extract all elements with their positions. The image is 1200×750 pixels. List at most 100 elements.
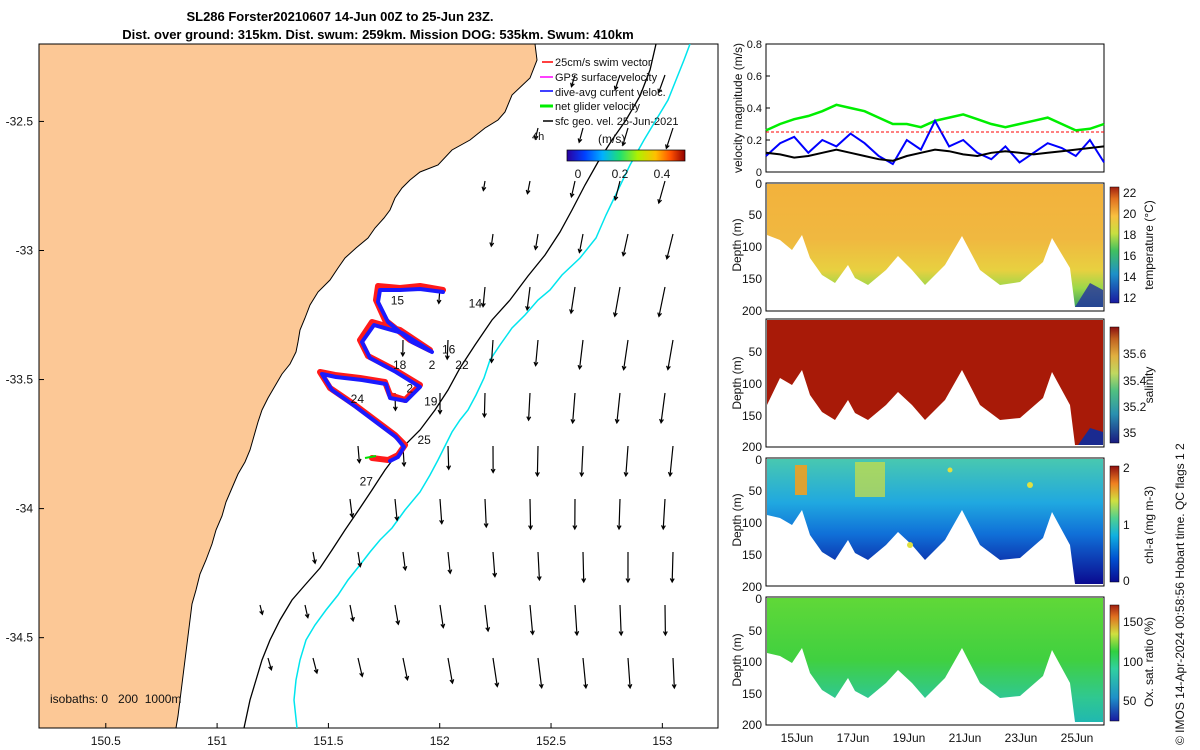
- geo-arrow-21: [612, 286, 621, 318]
- map-legend: 25cm/s swim vector GPS surface velocity …: [532, 57, 686, 181]
- velocity-panel: 0 0.2 0.4 0.6 0.8 velocity magnitude (m/s): [731, 39, 1105, 179]
- geo-arrow-9: [569, 180, 576, 199]
- temp-cb-22: 22: [1123, 186, 1137, 200]
- geo-arrow-56: [447, 551, 453, 575]
- map-colorbar: [566, 149, 686, 162]
- geo-arrow-29: [666, 339, 674, 371]
- day-label-8: 24: [351, 392, 365, 406]
- chl-cb-0: 0: [1123, 574, 1130, 588]
- geo-arrow-45: [349, 498, 355, 519]
- map-ytick-label-3: -34: [16, 502, 34, 516]
- isobath-1000: [293, 44, 691, 728]
- temperature-label: temperature (°C): [1142, 200, 1156, 290]
- geo-arrow-76: [447, 657, 455, 685]
- chl-depth-150: 150: [742, 548, 762, 562]
- geo-arrow-54: [357, 551, 363, 568]
- geo-arrow-36: [659, 392, 666, 424]
- geo-arrow-6: [665, 127, 674, 150]
- salinity-panel: 35.6 35.4 35.2 35 salinity Depth (m) 50 …: [730, 318, 1156, 454]
- ox-depth-100: 100: [742, 655, 762, 669]
- chl-colorbar: [1109, 465, 1120, 583]
- geo-arrow-80: [627, 657, 633, 690]
- title-line-1: SL286 Forster20210607 14-Jun 00Z to 25-J…: [186, 9, 493, 24]
- geo-arrow-11: [657, 180, 666, 205]
- imos-credit: © IMOS 14-Apr-2024 00:58:56 Hobart time.…: [1173, 443, 1187, 745]
- chl-cb-2: 2: [1123, 461, 1130, 475]
- geo-arrow-23: [400, 339, 406, 358]
- geo-arrow-59: [581, 551, 587, 584]
- time-tick-23Jun: 23Jun: [1005, 731, 1038, 745]
- vel-ytick-label-3: 0.6: [747, 71, 762, 83]
- time-tick-21Jun: 21Jun: [949, 731, 982, 745]
- sal-depth-200: 200: [742, 440, 762, 454]
- geo-arrow-41: [534, 445, 540, 478]
- temp-depth-50: 50: [749, 208, 763, 222]
- oxygen-colorbar: [1109, 604, 1120, 722]
- salinity-ylabel: Depth (m): [730, 356, 744, 409]
- geo-arrow-2: [657, 74, 666, 94]
- salinity-label: salinity: [1142, 367, 1156, 404]
- salinity-section: [767, 320, 1103, 445]
- geo-arrow-46: [394, 498, 400, 522]
- velocity-series-1: [765, 118, 1105, 166]
- vel-ytick-label-0: 0: [756, 167, 762, 179]
- salinity-colorbar: [1109, 326, 1120, 444]
- vel-ytick-label-1: 0.2: [747, 135, 762, 147]
- geo-arrow-24: [444, 339, 450, 361]
- title-line-2: Dist. over ground: 315km. Dist. swum: 25…: [122, 27, 634, 42]
- day-label-2: 16: [442, 343, 456, 357]
- geo-arrow-42: [579, 445, 585, 478]
- chl-section: [767, 459, 1103, 584]
- isobath-200: [243, 44, 657, 728]
- day-label-6: 2: [406, 381, 413, 395]
- geo-arrow-31: [437, 393, 443, 415]
- map-xtick-label-4: 152.5: [536, 734, 566, 748]
- geo-arrow-70: [618, 604, 624, 637]
- geo-arrow-57: [492, 551, 498, 578]
- ox-depth-200: 200: [742, 718, 762, 732]
- temp-cb-20: 20: [1123, 207, 1137, 221]
- ox-cb-150: 150: [1123, 615, 1143, 629]
- geo-arrow-28: [621, 339, 629, 371]
- geo-arrow-32: [482, 392, 487, 419]
- geo-arrow-5: [621, 127, 629, 147]
- time-tick-25Jun: 25Jun: [1061, 731, 1094, 745]
- geo-arrow-66: [439, 604, 446, 629]
- geo-arrow-78: [537, 657, 544, 690]
- time-tick-15Jun: 15Jun: [781, 731, 814, 745]
- day-label-3: 18: [393, 358, 407, 372]
- temp-depth-200: 200: [742, 304, 762, 318]
- geo-arrow-51: [616, 498, 622, 531]
- sal-cb-35.2: 35.2: [1123, 400, 1147, 414]
- sal-depth-50: 50: [749, 345, 763, 359]
- temp-depth-0: 0: [755, 177, 762, 191]
- geo-arrow-65: [394, 604, 401, 626]
- geo-arrow-48: [483, 498, 489, 529]
- geo-arrow-55: [402, 551, 408, 572]
- colorbar-unit: (m/s): [598, 132, 625, 146]
- map-xtick-label-1: 151: [207, 734, 227, 748]
- day-label-9: 25: [417, 433, 431, 447]
- legend-geo-label: sfc geo. vel. 25-Jun-2021: [555, 116, 679, 128]
- geo-arrow-79: [582, 657, 589, 690]
- sal-depth-150: 150: [742, 409, 762, 423]
- land: [39, 44, 538, 728]
- geo-arrow-69: [574, 604, 580, 637]
- velocity-lines: [765, 103, 1105, 166]
- velocity-ticks: 0 0.2 0.4 0.6 0.8: [747, 39, 770, 179]
- geo-arrow-4: [577, 127, 584, 144]
- day-label-10: 27: [360, 474, 374, 488]
- geo-arrow-26: [533, 339, 539, 367]
- day-label-5: 2: [429, 358, 436, 372]
- day-label-0: 14: [469, 296, 483, 310]
- ox-depth-150: 150: [742, 687, 762, 701]
- chl-hotspots: [795, 462, 1033, 548]
- map-xtick-label-0: 150.5: [91, 734, 121, 748]
- geo-arrow-10: [613, 180, 621, 202]
- temperature-section: [767, 184, 1103, 307]
- vel-ytick-label-2: 0.4: [747, 103, 762, 115]
- legend-net-label: net glider velocity: [555, 101, 640, 113]
- day-label-4: 22: [455, 358, 469, 372]
- chl-depth-50: 50: [749, 484, 763, 498]
